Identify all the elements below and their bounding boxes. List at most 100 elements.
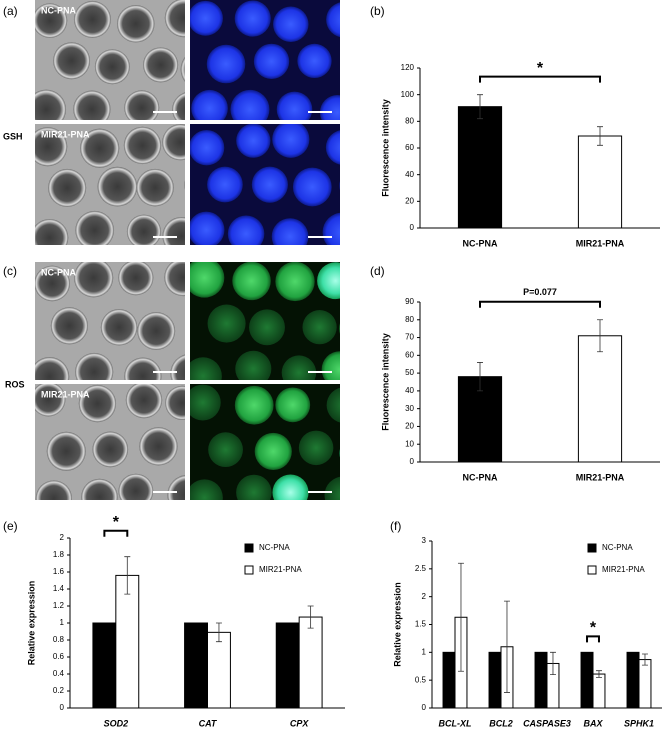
y-tick-label: 50 xyxy=(405,368,414,377)
tile xyxy=(190,0,378,120)
error-bar xyxy=(597,126,603,146)
y-axis-label: Relative expression xyxy=(392,582,402,667)
y-tick-label: 0.6 xyxy=(53,652,65,661)
oocyte xyxy=(35,480,73,500)
error-bar xyxy=(641,653,648,666)
oocyte xyxy=(117,5,155,43)
legend-label: NC-PNA xyxy=(259,543,290,552)
x-tick-label: NC-PNA xyxy=(463,238,498,248)
oocyte xyxy=(207,304,246,343)
bar xyxy=(580,651,594,709)
oocyte xyxy=(184,180,185,190)
y-tick-label: 3 xyxy=(422,536,427,545)
y-tick-label: 2 xyxy=(60,533,65,542)
oocyte xyxy=(206,44,246,84)
legend-swatch xyxy=(587,543,597,553)
legend-label: NC-PNA xyxy=(602,543,633,552)
bar xyxy=(207,631,231,709)
y-tick-label: 0 xyxy=(422,703,427,712)
tile xyxy=(190,262,340,380)
oocyte xyxy=(80,128,120,168)
bar xyxy=(92,622,117,709)
oocyte xyxy=(35,3,68,38)
x-tick-label: NC-PNA xyxy=(463,472,498,482)
y-tick-label: 2.5 xyxy=(415,564,427,573)
oocyte xyxy=(118,262,154,296)
y-tick-label: 100 xyxy=(401,90,415,99)
y-axis-label: Relative expression xyxy=(26,581,36,666)
oocyte xyxy=(100,309,138,346)
oocyte xyxy=(249,309,285,346)
y-tick-label: 40 xyxy=(405,170,414,179)
oocyte xyxy=(234,0,271,37)
oocyte xyxy=(73,262,114,298)
bar xyxy=(534,651,548,709)
x-tick-label: CAT xyxy=(199,718,218,728)
bar xyxy=(115,574,140,709)
annotation: * xyxy=(537,60,544,77)
tile-label: NC-PNA xyxy=(41,267,76,277)
annotation: * xyxy=(113,514,120,531)
oocyte xyxy=(276,91,313,120)
oocyte xyxy=(208,432,243,468)
panel-label: (c) xyxy=(3,264,17,278)
panel-label: (b) xyxy=(370,4,385,18)
significance-bracket xyxy=(103,529,129,537)
oocyte xyxy=(50,307,89,345)
oocyte xyxy=(81,478,118,500)
tile: NC-PNA xyxy=(35,262,185,380)
oocyte xyxy=(97,166,138,207)
tile: MIR21-PNA xyxy=(35,384,185,500)
bar xyxy=(626,651,640,709)
y-axis-label: Fluorescence intensity xyxy=(380,99,390,197)
micrographs: NC-PNA MIR21-PNA NC-PNA MIR21-PNA xyxy=(35,0,378,500)
oocyte xyxy=(190,479,223,500)
oocyte xyxy=(230,89,270,120)
x-tick-label: SOD2 xyxy=(104,718,129,728)
bar xyxy=(638,659,652,709)
oocyte xyxy=(227,215,265,245)
bar xyxy=(298,616,323,709)
oocyte xyxy=(254,432,292,471)
bar xyxy=(488,651,502,709)
oocyte xyxy=(75,352,114,380)
oocyte xyxy=(137,312,176,350)
oocyte xyxy=(172,92,185,120)
y-tick-label: 40 xyxy=(405,386,414,395)
oocyte xyxy=(339,448,340,458)
error-bar xyxy=(477,94,483,120)
error-bar xyxy=(503,600,510,693)
annotation: P=0.077 xyxy=(523,287,557,297)
oocyte xyxy=(48,168,87,207)
y-tick-label: 0 xyxy=(410,457,415,466)
error-bar xyxy=(307,605,314,629)
error-bar xyxy=(215,622,222,643)
oocyte xyxy=(35,218,69,245)
oocyte xyxy=(251,166,288,203)
oocyte xyxy=(35,384,66,417)
error-bar xyxy=(597,319,603,353)
oocyte xyxy=(236,474,272,500)
oocyte xyxy=(143,47,179,83)
oocyte xyxy=(326,2,340,37)
y-tick-label: 80 xyxy=(405,315,414,324)
oocyte xyxy=(190,357,222,380)
oocyte xyxy=(118,473,154,500)
panel-label: (f) xyxy=(390,519,401,533)
tile-label: NC-PNA xyxy=(41,5,76,15)
oocyte xyxy=(272,474,309,500)
oocyte xyxy=(92,431,129,468)
oocyte xyxy=(53,42,91,80)
bar xyxy=(577,335,623,463)
oocyte xyxy=(139,427,178,466)
oocyte xyxy=(298,430,334,466)
error-bar xyxy=(457,562,464,672)
y-axis-label: Fluorescence intensity xyxy=(380,333,390,431)
oocyte xyxy=(325,130,340,165)
panel-label: (a) xyxy=(3,4,18,18)
significance-bracket xyxy=(479,75,601,83)
y-tick-label: 1.2 xyxy=(53,601,65,610)
panel-label: (d) xyxy=(370,264,385,278)
oocyte xyxy=(340,48,378,86)
